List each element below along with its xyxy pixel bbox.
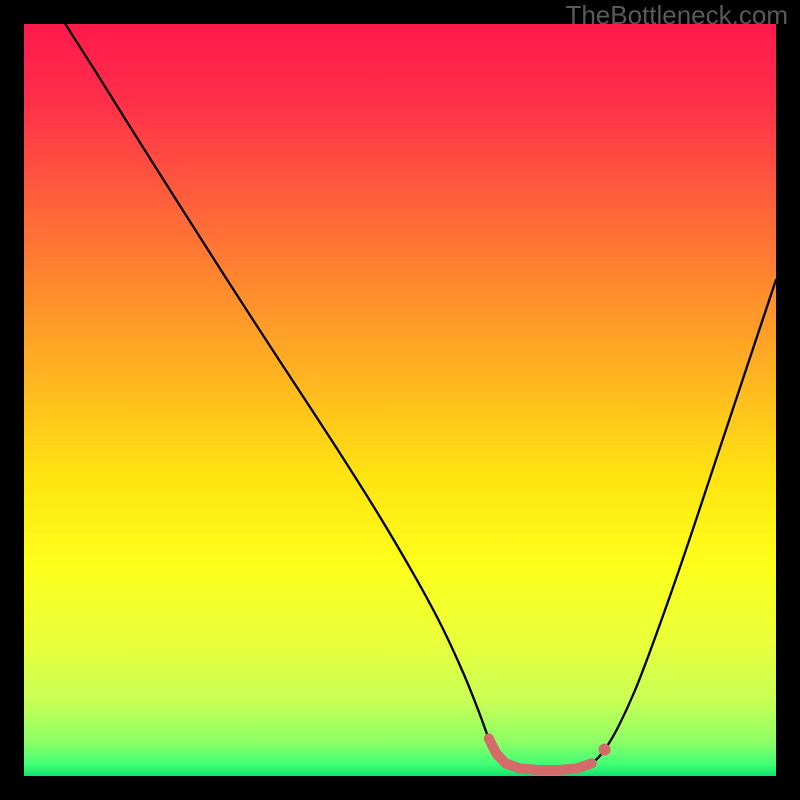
bottleneck-curve (65, 24, 776, 770)
highlight-segment (577, 763, 592, 768)
plot-area (24, 24, 776, 776)
highlight-end-dot (599, 744, 611, 756)
curve-layer (24, 24, 776, 776)
chart-frame: TheBottleneck.com (0, 0, 800, 800)
